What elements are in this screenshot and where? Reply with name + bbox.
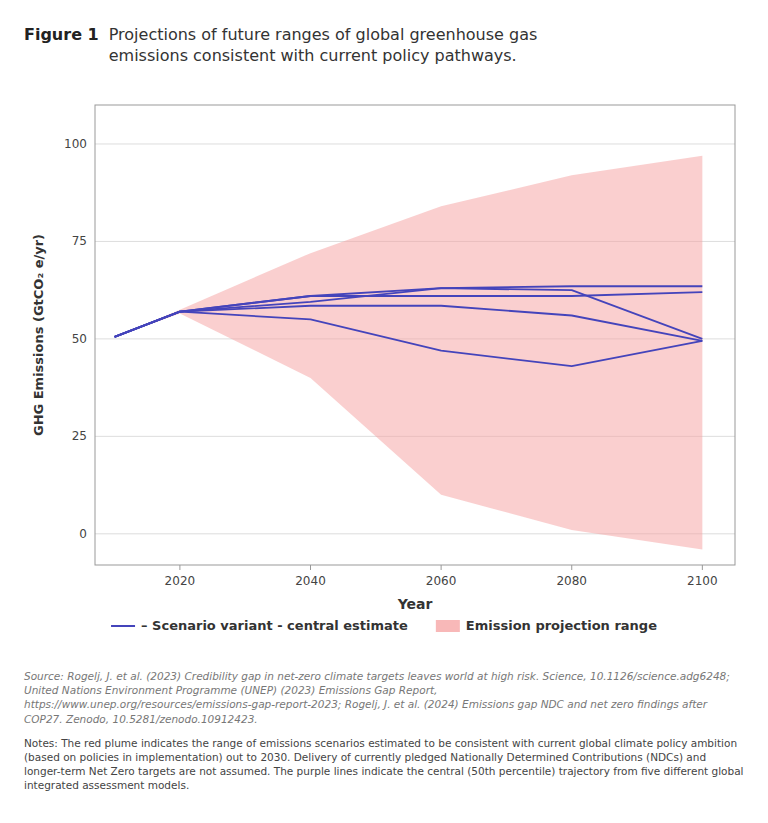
text-line: COP27. Zenodo, 10.5281/zenodo.10912423. — [24, 713, 258, 725]
grid-line — [95, 143, 735, 144]
text-line: Notes: The red plume indicates the range… — [24, 737, 737, 749]
range-area — [115, 156, 703, 550]
x-axis-label: Year — [397, 596, 433, 612]
x-tick — [179, 565, 180, 570]
y-tick-label: 100 — [64, 137, 87, 151]
text-line: integrated assessment models. — [24, 779, 189, 791]
y-tick-label: 25 — [72, 429, 87, 443]
scenario-line — [115, 312, 703, 367]
scenario-line — [115, 292, 703, 337]
scenario-line — [115, 288, 703, 339]
text-line: United Nations Environment Programme (UN… — [24, 684, 437, 696]
x-tick — [702, 565, 703, 570]
legend-swatch — [436, 620, 460, 632]
plot-frame — [95, 105, 735, 565]
scenario-line — [115, 286, 703, 337]
legend-swatch — [111, 625, 135, 627]
text-line: https://www.unep.org/resources/emissions… — [24, 698, 708, 710]
y-tick-label: 75 — [72, 234, 87, 248]
x-tick — [571, 565, 572, 570]
legend-label: Emission projection range — [466, 618, 657, 633]
scenario-line — [115, 306, 703, 341]
legend-label: – Scenario variant - central estimate — [141, 618, 408, 633]
text-line: longer-term Net Zero targets are not ass… — [24, 765, 744, 777]
subtitle-line: emissions consistent with current policy… — [109, 46, 517, 65]
x-tick-label: 2080 — [556, 574, 587, 588]
x-tick — [310, 565, 311, 570]
x-tick-label: 2100 — [687, 574, 718, 588]
x-tick-label: 2060 — [426, 574, 457, 588]
plot-marks — [115, 156, 703, 550]
x-tick-label: 2020 — [165, 574, 196, 588]
chart: Figure 1 Projections of future ranges of … — [0, 0, 768, 823]
y-tick-label: 50 — [72, 332, 87, 346]
y-axis-label: GHG Emissions (GtCO₂ e/yr) — [31, 234, 46, 436]
source-note: Source: Rogelj, J. et al. (2023) Credibi… — [24, 670, 730, 725]
subtitle: Projections of future ranges of global g… — [109, 25, 538, 65]
subtitle-line: Projections of future ranges of global g… — [109, 25, 538, 44]
title: Figure 1 — [24, 25, 99, 44]
x-tick — [441, 565, 442, 570]
y-tick-label: 0 — [79, 527, 87, 541]
x-tick-label: 2040 — [295, 574, 326, 588]
legend: – Scenario variant - central estimate Emi… — [111, 618, 657, 633]
text-line: (based on policies in implementation) ou… — [24, 751, 706, 763]
text-line: Source: Rogelj, J. et al. (2023) Credibi… — [24, 670, 730, 682]
notes: Notes: The red plume indicates the range… — [24, 737, 744, 792]
